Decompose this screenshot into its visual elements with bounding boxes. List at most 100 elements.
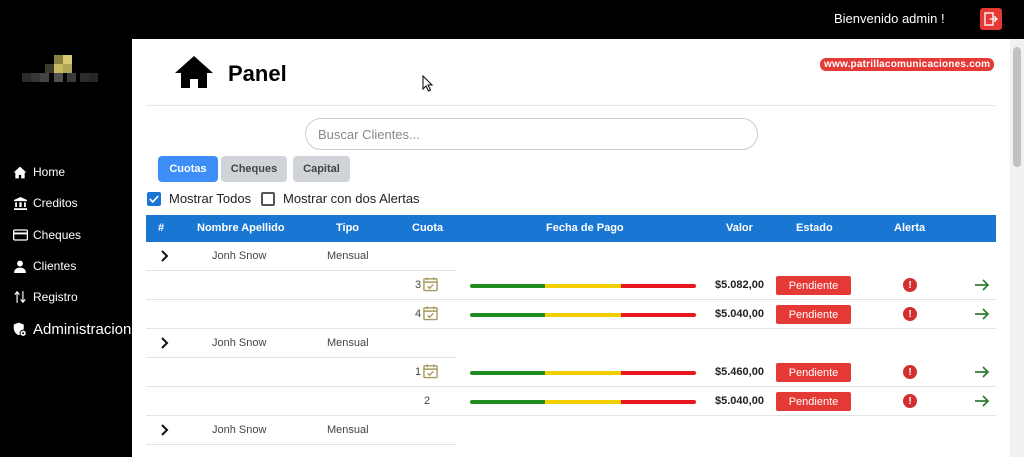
main-content: Panel www.patrillacomunicaciones.com Cuo… xyxy=(132,39,1010,457)
status-badge[interactable]: Pendiente xyxy=(776,305,851,324)
calendar-check-icon xyxy=(423,364,438,379)
checkbox-unchecked-icon[interactable] xyxy=(261,191,275,206)
calendar-check-icon xyxy=(423,306,438,321)
cell-valor: $5.040,00 xyxy=(715,308,764,320)
arrow-right-icon[interactable] xyxy=(974,277,990,293)
tab-cheques[interactable]: Cheques xyxy=(221,156,287,182)
cell-tipo: Mensual xyxy=(327,250,369,262)
status-badge[interactable]: Pendiente xyxy=(776,363,851,382)
cell-nombre: Jonh Snow xyxy=(212,250,267,262)
arrow-right-icon[interactable] xyxy=(974,364,990,380)
checkbox-checked-icon[interactable] xyxy=(147,191,161,206)
column-header: Valor xyxy=(726,222,753,234)
sidebar-item-administracion[interactable]: Administracion xyxy=(12,321,131,338)
chevron-right-icon[interactable] xyxy=(160,249,170,263)
payment-timeline-bar xyxy=(470,284,696,288)
arrow-right-icon[interactable] xyxy=(974,306,990,322)
tab-capital[interactable]: Capital xyxy=(293,156,350,182)
sidebar-item-label: Cheques xyxy=(33,228,82,242)
mostrar-alertas-checkbox[interactable]: Mostrar con dos Alertas xyxy=(261,191,420,206)
row-divider xyxy=(146,386,996,387)
vertical-scrollbar[interactable] xyxy=(1010,39,1024,457)
admin-shield-icon xyxy=(12,322,28,337)
cell-nombre: Jonh Snow xyxy=(212,424,267,436)
sidebar-item-registro[interactable]: Registro xyxy=(12,290,78,304)
sidebar-item-label: Clientes xyxy=(33,259,77,273)
page-title: Panel xyxy=(228,61,287,86)
table-row[interactable]: Jonh Snow Mensual xyxy=(146,329,996,358)
card-icon xyxy=(12,228,28,242)
row-divider xyxy=(146,415,996,416)
sidebar-item-home[interactable]: Home xyxy=(12,165,65,179)
calendar-check-icon xyxy=(423,277,438,292)
column-header: # xyxy=(158,222,165,234)
cell-cuota: 2 xyxy=(424,395,431,407)
alert-icon[interactable]: ! xyxy=(903,307,917,321)
sidebar-item-cheques[interactable]: Cheques xyxy=(12,228,81,242)
payment-timeline-bar xyxy=(470,371,696,375)
sidebar-item-label: Administracion xyxy=(33,321,132,338)
table-row[interactable]: 3 $5.082,00 Pendiente ! xyxy=(146,271,996,300)
row-divider xyxy=(146,270,456,271)
cell-valor: $5.040,00 xyxy=(715,395,764,407)
tab-cuotas[interactable]: Cuotas xyxy=(158,156,218,182)
sidebar: Home Creditos Cheques Clientes Registro … xyxy=(0,39,132,457)
sidebar-item-label: Creditos xyxy=(33,196,78,210)
payment-timeline-bar xyxy=(470,400,696,404)
row-divider xyxy=(146,299,996,300)
payment-timeline-bar xyxy=(470,313,696,317)
scrollbar-thumb[interactable] xyxy=(1013,47,1021,167)
checkbox-label: Mostrar con dos Alertas xyxy=(283,191,420,206)
chevron-right-icon[interactable] xyxy=(160,423,170,437)
table-row[interactable]: Jonh Snow Mensual xyxy=(146,242,996,271)
mostrar-todos-checkbox[interactable]: Mostrar Todos xyxy=(147,191,251,206)
sidebar-item-label: Registro xyxy=(33,290,78,304)
logo xyxy=(22,55,98,89)
swap-vertical-icon xyxy=(12,290,28,304)
cell-tipo: Mensual xyxy=(327,337,369,349)
column-header: Estado xyxy=(796,222,833,234)
alert-icon[interactable]: ! xyxy=(903,278,917,292)
table-row[interactable]: 1 $5.460,00 Pendiente ! xyxy=(146,358,996,387)
cell-cuota: 3 xyxy=(415,279,422,291)
brand-link[interactable]: www.patrillacomunicaciones.com xyxy=(820,58,995,71)
logout-button[interactable] xyxy=(980,8,1002,30)
table-header: # Nombre Apellido Tipo Cuota Fecha de Pa… xyxy=(146,215,996,242)
table-row[interactable]: Jonh Snow Mensual xyxy=(146,416,996,445)
cell-cuota: 1 xyxy=(415,366,422,378)
sidebar-item-label: Home xyxy=(33,165,66,179)
mouse-cursor-icon xyxy=(422,75,434,92)
column-header: Tipo xyxy=(336,222,360,234)
column-header: Cuota xyxy=(412,222,444,234)
home-icon xyxy=(175,56,213,88)
chevron-right-icon[interactable] xyxy=(160,336,170,350)
bank-icon xyxy=(12,196,28,210)
cell-cuota: 4 xyxy=(415,308,422,320)
cell-valor: $5.460,00 xyxy=(715,366,764,378)
checkbox-label: Mostrar Todos xyxy=(169,191,252,206)
divider xyxy=(146,105,996,106)
sidebar-item-clientes[interactable]: Clientes xyxy=(12,259,76,273)
logout-icon xyxy=(984,12,998,26)
top-bar: Bienvenido admin ! xyxy=(0,0,1024,39)
alert-icon[interactable]: ! xyxy=(903,394,917,408)
table-row[interactable]: 4 $5.040,00 Pendiente ! xyxy=(146,300,996,329)
table-row[interactable]: 2 $5.040,00 Pendiente ! xyxy=(146,387,996,416)
cell-tipo: Mensual xyxy=(327,424,369,436)
row-divider xyxy=(146,357,456,358)
cell-valor: $5.082,00 xyxy=(715,279,764,291)
status-badge[interactable]: Pendiente xyxy=(776,392,851,411)
status-badge[interactable]: Pendiente xyxy=(776,276,851,295)
alert-icon[interactable]: ! xyxy=(903,365,917,379)
column-header: Alerta xyxy=(894,222,926,234)
row-divider xyxy=(146,328,996,329)
arrow-right-icon[interactable] xyxy=(974,393,990,409)
home-icon xyxy=(12,165,28,179)
search-input[interactable] xyxy=(305,118,758,150)
sidebar-item-creditos[interactable]: Creditos xyxy=(12,196,78,210)
person-icon xyxy=(12,259,28,273)
column-header: Fecha de Pago xyxy=(546,222,624,234)
cell-nombre: Jonh Snow xyxy=(212,337,267,349)
welcome-text: Bienvenido admin ! xyxy=(834,11,945,26)
column-header: Nombre Apellido xyxy=(197,222,285,234)
